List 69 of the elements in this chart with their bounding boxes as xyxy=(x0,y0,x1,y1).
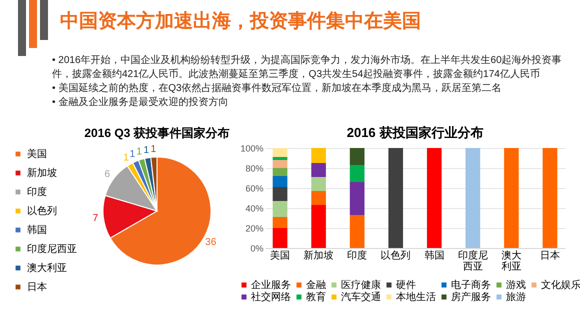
bar xyxy=(272,157,288,160)
text: • 美国延续之前的热度，在Q3依然占据融资事件数冠军位置，新加坡在本季度成为黑马，跃居至第二名 xyxy=(52,82,503,96)
data-label: 6 xyxy=(104,168,110,180)
legend-label: 硬件 xyxy=(396,280,416,291)
y-tick-label: 20% xyxy=(245,224,264,234)
bar xyxy=(350,165,364,182)
bar xyxy=(272,201,288,217)
legend-label: 以色列 xyxy=(27,205,57,217)
bar xyxy=(311,148,326,163)
legend-label: 游戏 xyxy=(506,279,526,291)
data-label: 1 xyxy=(136,146,142,158)
x-tick-label: 澳大利亚 xyxy=(501,250,522,272)
bar xyxy=(272,187,288,201)
bar xyxy=(311,191,326,205)
bar xyxy=(311,177,326,191)
bar xyxy=(311,163,326,177)
legend-label: 新加坡 xyxy=(27,167,57,179)
text: • 金融及企业服务是最受欢迎的投资方向 xyxy=(52,96,230,110)
data-label: 1 xyxy=(143,144,150,156)
legend-label: 印度 xyxy=(27,186,47,198)
legend-label: 美国 xyxy=(27,148,47,160)
legend-label: 汽车交通 xyxy=(341,291,381,303)
data-label: 1 xyxy=(123,152,130,164)
bar xyxy=(388,148,404,248)
legend-label: 房产服务 xyxy=(451,291,491,303)
legend-label: 金融 xyxy=(306,279,326,291)
legend-label: 教育 xyxy=(306,291,326,303)
legend-label: 电子商务 xyxy=(451,279,491,291)
bar xyxy=(311,205,326,248)
legend-label: 社交网络 xyxy=(251,291,291,303)
bar xyxy=(272,217,288,228)
bar xyxy=(542,148,558,248)
bar xyxy=(466,148,480,248)
x-tick-label: 美国 xyxy=(270,250,290,262)
bar xyxy=(272,148,288,157)
y-tick-label: 0% xyxy=(250,244,264,254)
bar xyxy=(272,160,288,168)
text: 中国资本方加速出海，投资事件集中在美国 xyxy=(60,9,421,34)
legend-label: 韩国 xyxy=(27,224,47,236)
x-tick-label: 新加坡 xyxy=(304,250,334,262)
chart-title: 2016 Q3 获投事件国家分布 xyxy=(84,126,230,140)
data-label: 7 xyxy=(92,213,99,224)
chart-title: 2016 获投国家行业分布 xyxy=(346,125,484,140)
legend-label: 本地生活 xyxy=(396,291,436,303)
bar xyxy=(426,148,442,248)
x-tick-label: 以色列 xyxy=(380,250,411,262)
bar xyxy=(350,215,364,248)
bar xyxy=(350,148,364,165)
data-label: 1 xyxy=(130,149,136,160)
bar xyxy=(350,182,364,215)
text: • 2016年开始，中国企业及机构纷纷转型升级，为提高国际竞争力，发力海外市场。在上半年共发生60起海外投资事件，披露金额约421亿人民币。此波热潮蔓延至第三季度，Q3共发生54起投融资事件，披露金额约174亿人民币 xyxy=(52,54,562,82)
x-tick-label: 印度 xyxy=(347,250,368,262)
legend-label: 旅游 xyxy=(506,291,526,303)
bar xyxy=(272,228,288,248)
bar xyxy=(272,176,288,187)
data-label: 1 xyxy=(150,144,157,156)
y-tick-label: 60% xyxy=(245,184,264,194)
bar xyxy=(504,148,519,248)
legend-label: 日本 xyxy=(27,281,47,293)
y-tick-label: 80% xyxy=(245,164,264,174)
legend-label: 企业服务 xyxy=(251,279,291,291)
x-tick-label: 韩国 xyxy=(424,250,444,262)
y-tick-label: 100% xyxy=(240,144,264,154)
x-tick-label: 印度尼西亚 xyxy=(458,250,488,272)
bar xyxy=(272,168,288,176)
legend-label: 医疗健康 xyxy=(341,279,381,291)
y-tick-label: 40% xyxy=(245,204,264,214)
x-tick-label: 日本 xyxy=(540,250,560,262)
data-label: 36 xyxy=(205,237,217,248)
